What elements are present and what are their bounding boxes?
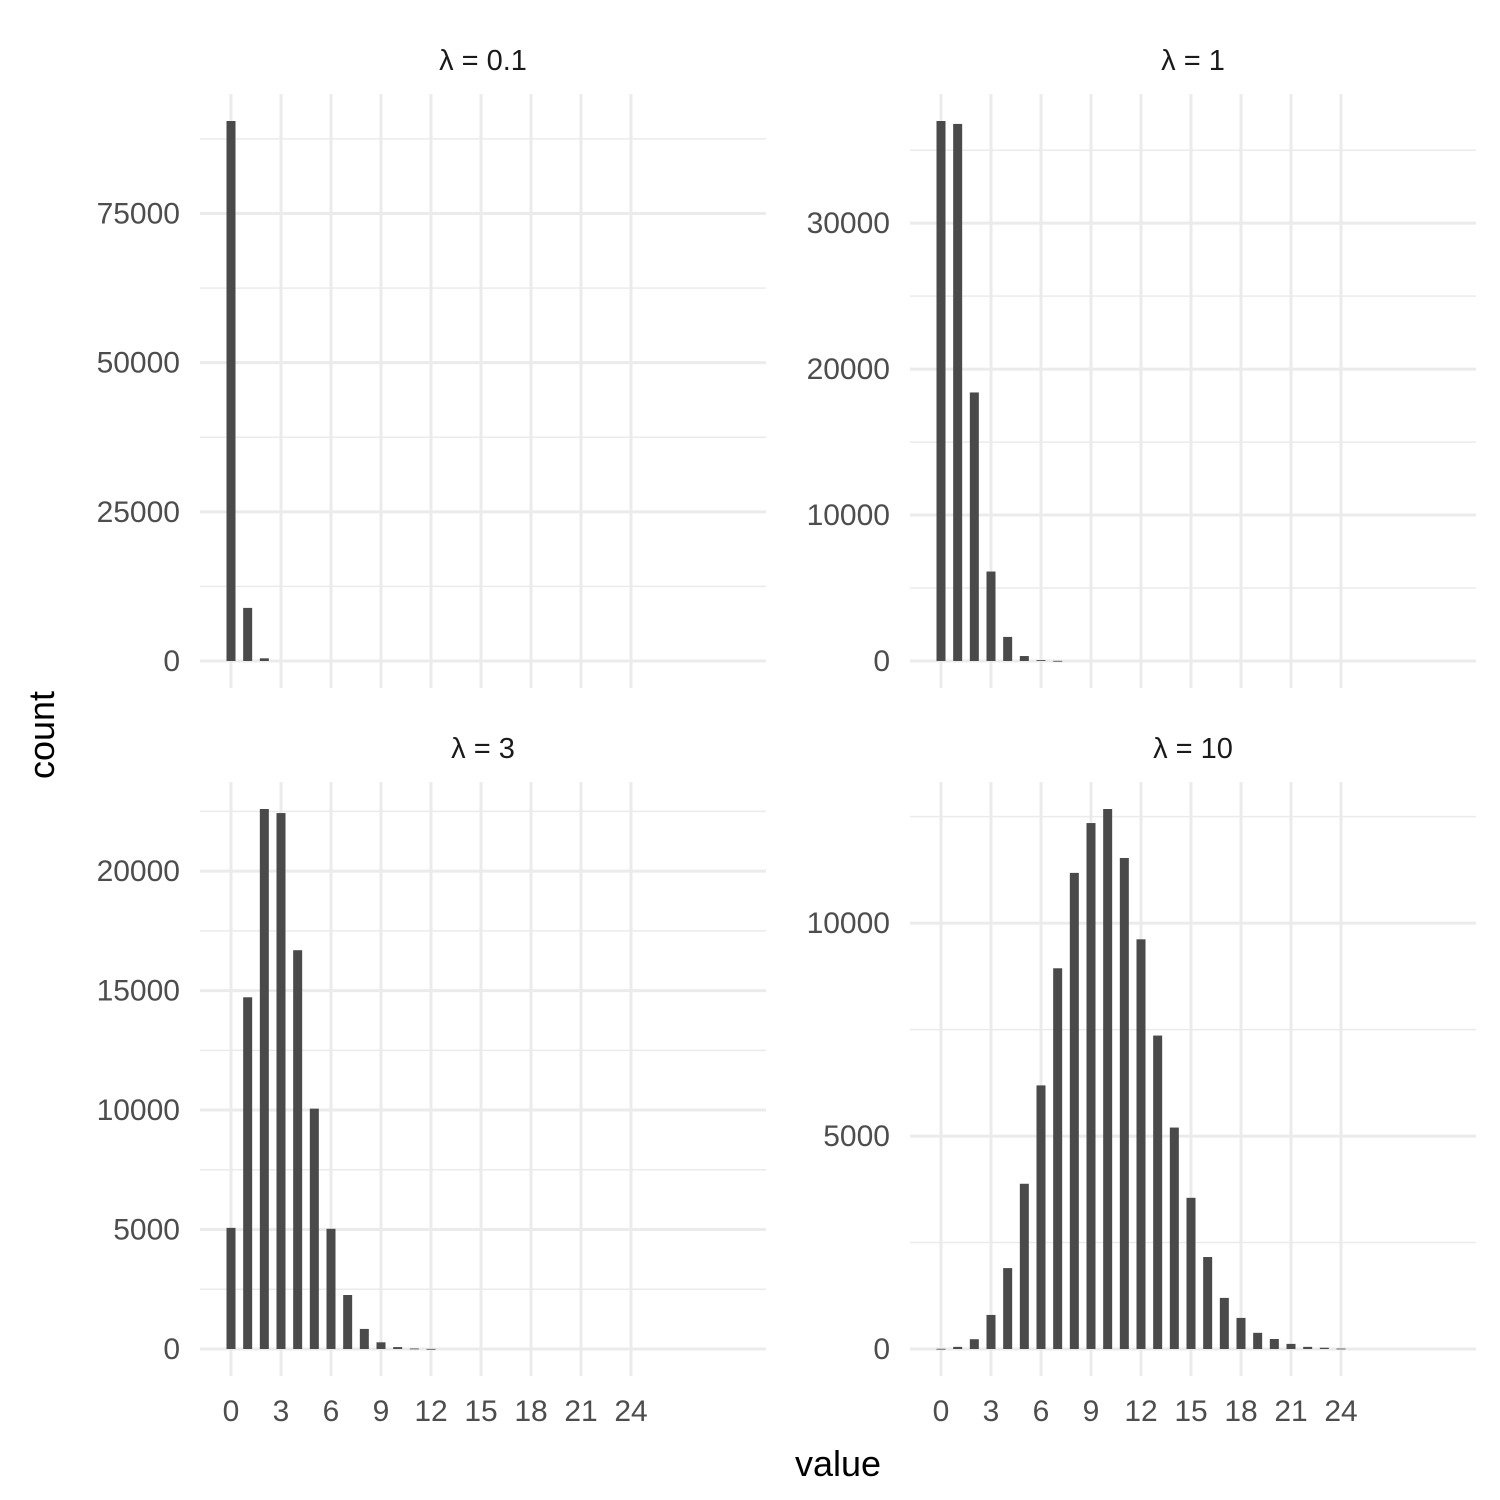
x-tick-label: 12 <box>1124 1395 1157 1428</box>
bar <box>426 1348 436 1350</box>
bar <box>1219 1297 1229 1349</box>
x-tick-label: 18 <box>514 1395 547 1428</box>
bar <box>1236 1317 1246 1349</box>
y-tick-label: 30000 <box>807 207 890 240</box>
bar <box>1253 1332 1263 1349</box>
x-tick-label: 15 <box>464 1395 497 1428</box>
bar <box>1003 636 1013 661</box>
bar <box>936 121 946 661</box>
bar <box>1086 823 1096 1349</box>
bar <box>1003 1268 1013 1349</box>
x-axis-title: value <box>795 1443 881 1484</box>
x-tick-label: 0 <box>223 1395 240 1428</box>
x-tick-label: 18 <box>1224 1395 1257 1428</box>
y-tick-label: 0 <box>873 1333 890 1366</box>
bar <box>409 1348 419 1350</box>
y-tick-label: 5000 <box>113 1214 180 1247</box>
y-tick-label: 0 <box>873 645 890 678</box>
bar <box>936 1348 946 1350</box>
bar <box>969 392 979 661</box>
bar <box>986 1314 996 1349</box>
bar <box>1303 1346 1313 1349</box>
bar <box>1153 1035 1163 1349</box>
bar <box>1169 1127 1179 1349</box>
facet-strip-title: λ = 10 <box>1153 733 1233 765</box>
y-tick-label: 10000 <box>97 1094 180 1127</box>
bar <box>259 658 269 661</box>
facet-strip-title: λ = 0.1 <box>439 45 527 77</box>
bar <box>1119 857 1129 1349</box>
y-tick-label: 0 <box>163 1333 180 1366</box>
x-tick-label: 6 <box>1033 1395 1050 1428</box>
bar <box>326 1228 336 1349</box>
y-tick-label: 20000 <box>97 855 180 888</box>
x-tick-label: 24 <box>1324 1395 1357 1428</box>
bar <box>343 1295 353 1349</box>
bar <box>1103 809 1113 1349</box>
bar <box>1203 1257 1213 1349</box>
bar <box>1036 660 1046 661</box>
y-axis-title: count <box>21 691 62 779</box>
bar <box>969 1339 979 1349</box>
bar <box>1053 968 1063 1349</box>
y-tick-label: 5000 <box>823 1120 890 1153</box>
x-tick-label: 3 <box>983 1395 1000 1428</box>
bar <box>1053 660 1063 662</box>
x-tick-label: 6 <box>323 1395 340 1428</box>
x-tick-label: 21 <box>1274 1395 1307 1428</box>
y-tick-label: 15000 <box>97 975 180 1008</box>
bar <box>1019 1183 1029 1349</box>
y-tick-label: 75000 <box>97 197 180 230</box>
facet-strip-title: λ = 3 <box>451 733 515 765</box>
bar <box>1136 939 1146 1349</box>
bar <box>1036 1085 1046 1349</box>
bar <box>986 571 996 661</box>
bar <box>1069 872 1079 1349</box>
bar <box>953 123 963 661</box>
bar <box>309 1108 319 1349</box>
x-tick-label: 15 <box>1174 1395 1207 1428</box>
bar <box>1269 1338 1279 1349</box>
bar <box>1286 1343 1296 1349</box>
bar <box>359 1328 369 1349</box>
bar <box>1319 1347 1329 1349</box>
x-tick-label: 12 <box>414 1395 447 1428</box>
bar <box>226 121 236 661</box>
x-tick-label: 9 <box>1083 1395 1100 1428</box>
x-tick-label: 3 <box>273 1395 290 1428</box>
y-tick-label: 20000 <box>807 353 890 386</box>
bar <box>243 607 253 661</box>
bar <box>259 809 269 1349</box>
bar <box>953 1346 963 1349</box>
bar <box>393 1347 403 1349</box>
bar <box>243 997 253 1349</box>
y-tick-label: 25000 <box>97 496 180 529</box>
x-tick-label: 0 <box>933 1395 950 1428</box>
bar <box>226 1227 236 1349</box>
facet-strip-title: λ = 1 <box>1161 45 1225 77</box>
y-tick-label: 10000 <box>807 499 890 532</box>
y-tick-label: 50000 <box>97 347 180 380</box>
bar <box>1336 1348 1346 1350</box>
bar <box>276 813 286 1349</box>
bar <box>293 950 303 1349</box>
bar <box>1019 656 1029 661</box>
y-tick-label: 0 <box>163 645 180 678</box>
x-tick-label: 9 <box>373 1395 390 1428</box>
x-tick-label: 24 <box>614 1395 647 1428</box>
y-tick-label: 10000 <box>807 907 890 940</box>
bar <box>376 1342 386 1349</box>
x-tick-label: 21 <box>564 1395 597 1428</box>
bar <box>1186 1197 1196 1349</box>
